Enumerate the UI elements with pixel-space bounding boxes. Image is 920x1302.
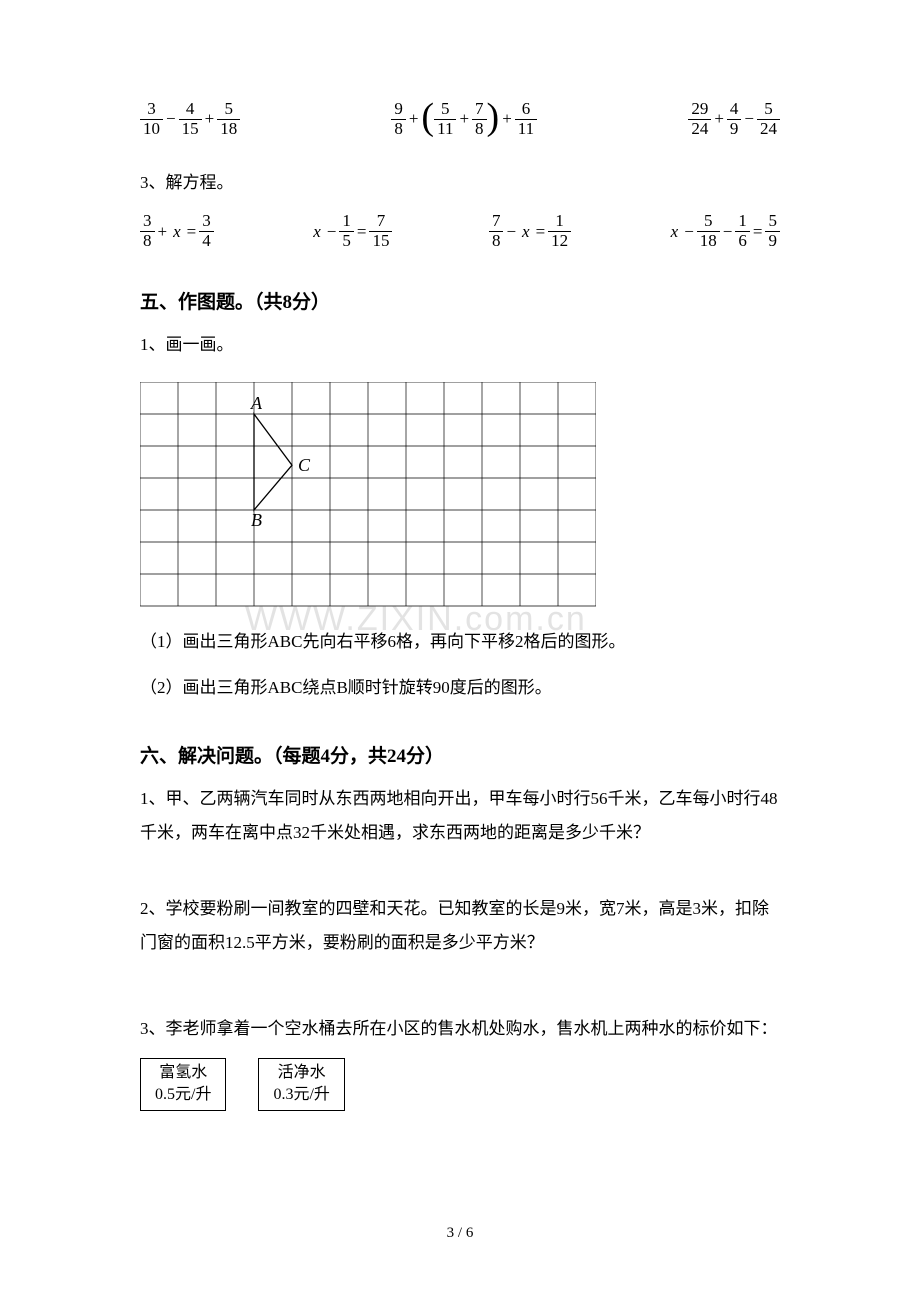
expr-1-3: 2924+49−524 [688,100,780,138]
expr-2-1: 38+x=34 [140,212,214,250]
content: 310−415+518 98+(511+78)+611 2924+49−524 … [140,100,780,1111]
math-row-1: 310−415+518 98+(511+78)+611 2924+49−524 [140,100,780,138]
water-2-name: 活净水 [273,1062,329,1084]
s5-sub1: （1）画出三角形ABC先向右平移6格，再向下平移2格后的图形。 [140,625,780,659]
section-6-title: 六、解决问题。（每题4分，共24分） [140,741,780,768]
expr-2-3: 78−x=112 [489,212,571,250]
s6-q2: 2、学校要粉刷一间教室的四壁和天花。已知教室的长是9米，宽7米，高是3米，扣除门… [140,892,780,960]
section-5-title: 五、作图题。（共8分） [140,287,780,314]
expr-1-2: 98+(511+78)+611 [391,100,537,138]
s6-q1: 1、甲、乙两辆汽车同时从东西两地相向开出，甲车每小时行56千米，乙车每小时行48… [140,782,780,850]
expr-2-4: x−518−16=59 [668,212,780,250]
page-number: 3 / 6 [0,1225,920,1242]
water-box-2: 活净水 0.3元/升 [258,1058,344,1111]
s6-q3: 3、李老师拿着一个空水桶去所在小区的售水机处购水，售水机上两种水的标价如下： [140,1012,780,1046]
expr-2-2: x−15=715 [310,212,392,250]
svg-text:A: A [250,393,263,413]
expr-1-1: 310−415+518 [140,100,240,138]
water-2-price: 0.3元/升 [273,1084,329,1106]
water-price-table: 富氢水 0.5元/升 活净水 0.3元/升 [140,1058,780,1111]
math-row-2: 38+x=34 x−15=715 78−x=112 x−518−16=59 [140,212,780,250]
s5-q1: 1、画一画。 [140,328,780,362]
q3-label: 3、解方程。 [140,166,780,200]
water-1-name: 富氢水 [155,1062,211,1084]
water-box-1: 富氢水 0.5元/升 [140,1058,226,1111]
triangle-grid: A B C [140,382,596,608]
water-1-price: 0.5元/升 [155,1084,211,1106]
svg-text:B: B [251,510,262,530]
svg-text:C: C [298,455,311,475]
s5-sub2: （2）画出三角形ABC绕点B顺时针旋转90度后的图形。 [140,671,780,705]
